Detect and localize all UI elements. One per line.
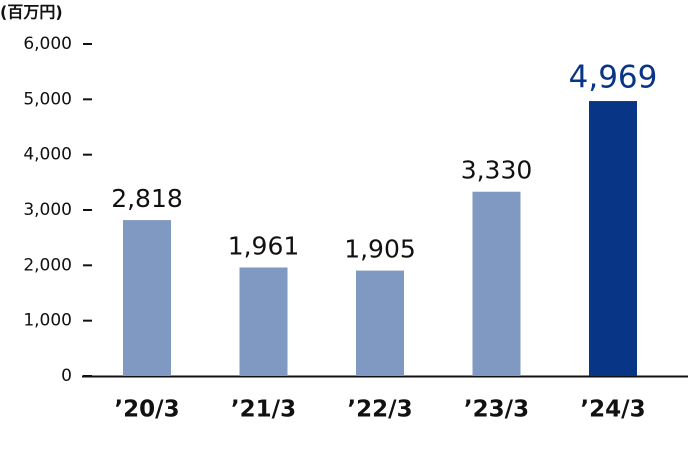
value-label: 1,961 [228,231,300,260]
y-tick-label: 6,000 [23,34,72,54]
bar [589,101,637,376]
y-tick-label: 5,000 [23,89,72,109]
x-tick-label: ’21/3 [231,397,296,423]
value-label: 3,330 [461,156,533,185]
value-label: 4,969 [569,60,658,96]
y-tick-label: 1,000 [23,311,72,331]
bar [239,267,288,376]
bar [472,191,521,376]
bar [356,270,404,376]
y-tick-label: 0 [61,366,72,386]
x-tick-label: ’24/3 [580,397,645,423]
y-tick-label: 2,000 [23,255,72,275]
unit-label: (百万円) [0,3,63,22]
x-tick-label: ’22/3 [347,397,412,423]
x-tick-label: ’23/3 [464,397,529,423]
bar [123,220,171,376]
x-tick-label: ’20/3 [114,397,179,423]
y-tick-label: 3,000 [23,200,72,220]
value-label: 2,818 [111,184,183,213]
value-label: 1,905 [344,235,416,264]
y-tick-label: 4,000 [23,145,72,165]
